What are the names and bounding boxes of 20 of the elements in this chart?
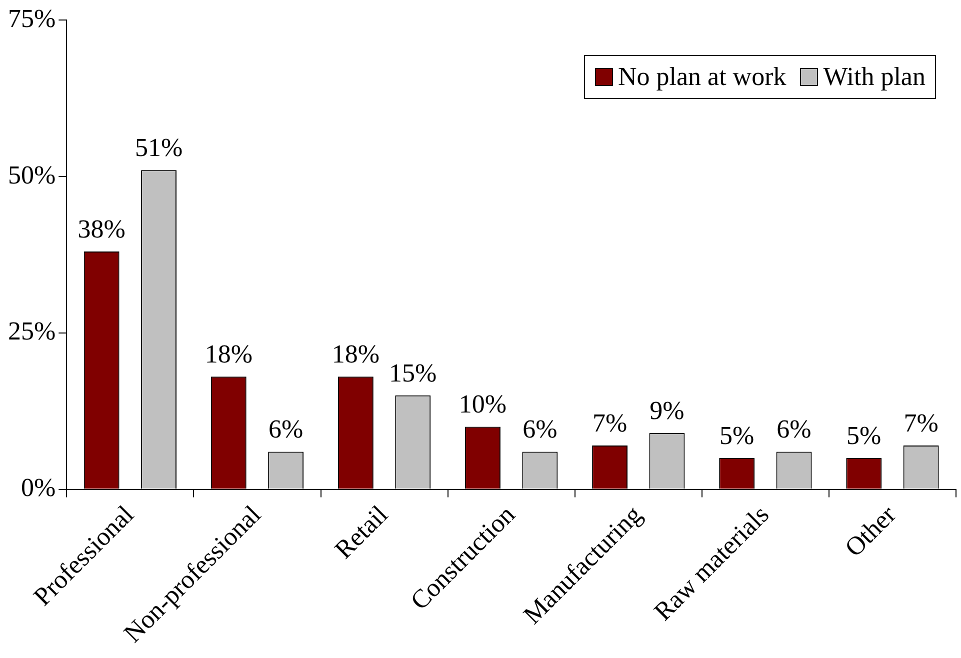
y-tick-label: 25% <box>8 316 56 346</box>
data-label: 15% <box>389 358 437 388</box>
data-label: 7% <box>592 408 628 438</box>
data-label: 6% <box>776 414 812 444</box>
data-label: 5% <box>720 420 754 450</box>
legend-label: With plan <box>823 62 926 92</box>
y-tick-label: 75% <box>8 4 56 33</box>
data-label: 6% <box>268 414 304 444</box>
data-label: 18% <box>204 339 252 368</box>
data-label: 18% <box>332 339 380 368</box>
data-label: 5% <box>846 420 882 450</box>
data-label: 6% <box>522 414 558 444</box>
data-label: 9% <box>650 396 684 425</box>
legend-label: No plan at work <box>618 62 786 92</box>
y-tick-label: 50% <box>8 160 56 190</box>
y-tick-label: 0% <box>20 473 56 502</box>
data-label: 51% <box>134 133 183 162</box>
data-label: 7% <box>904 408 938 438</box>
data-label: 10% <box>458 390 507 419</box>
data-label: 38% <box>78 214 126 244</box>
